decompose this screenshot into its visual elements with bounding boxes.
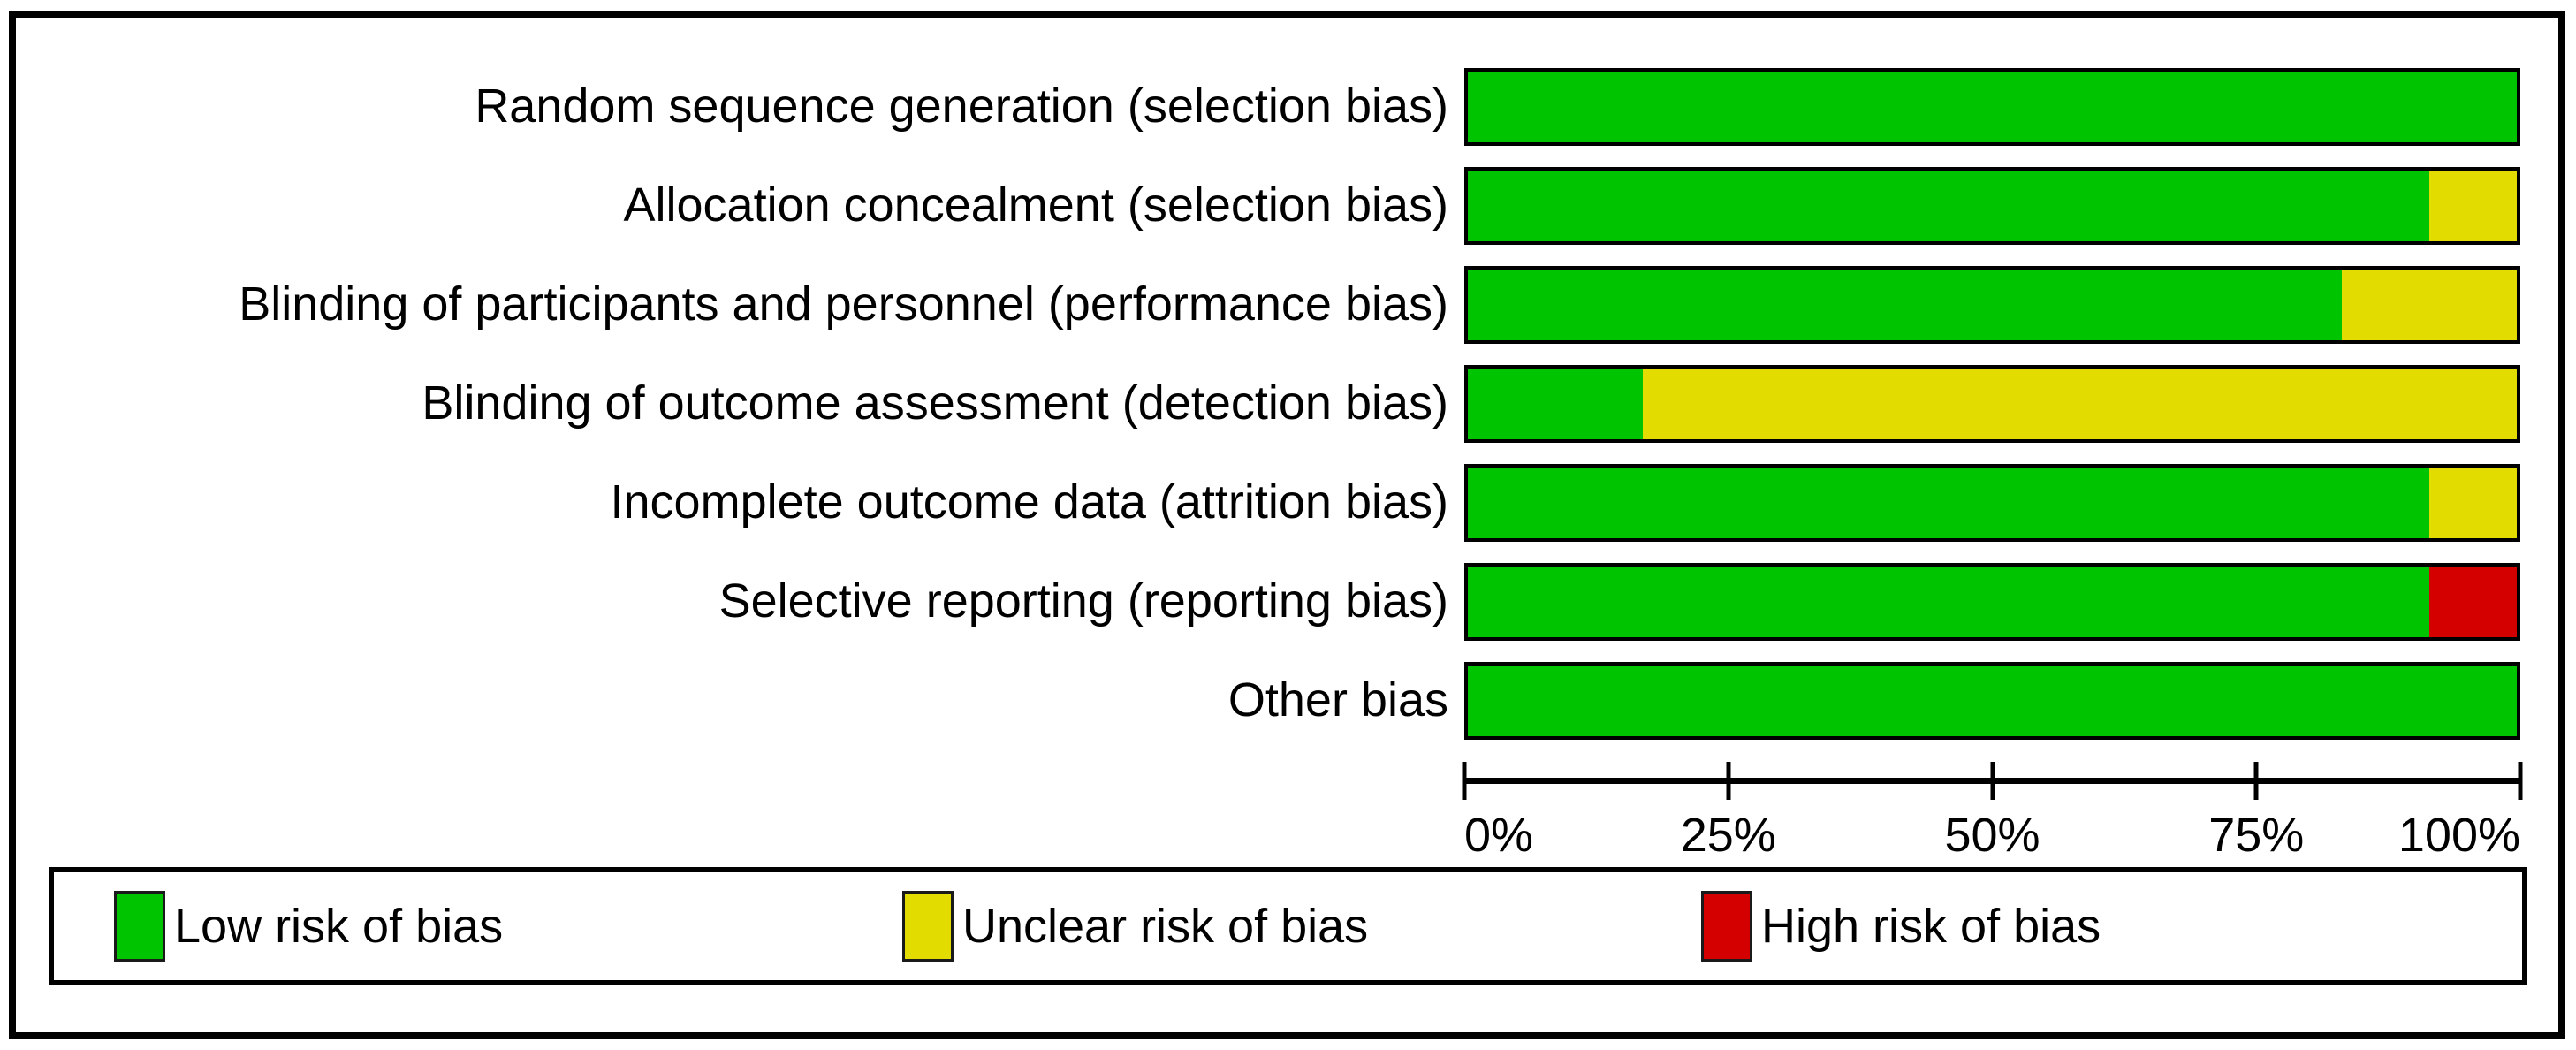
bar-segment-high [2429, 567, 2517, 637]
axis-tick-mark [1726, 762, 1731, 800]
chart-rows: Random sequence generation (selection bi… [16, 57, 2558, 750]
legend-swatch-unclear [902, 891, 954, 962]
bar-segment-low [1468, 369, 1644, 439]
bar-segment-unclear [2429, 468, 2517, 538]
axis-tick-mark [2253, 762, 2259, 800]
legend-item-label: High risk of bias [1761, 900, 2101, 953]
axis-tick-mark [1990, 762, 1995, 800]
row-label: Allocation concealment (selection bias) [623, 179, 1448, 232]
axis-tick-label: 0% [1464, 809, 1534, 862]
stacked-bar [1464, 266, 2520, 344]
row-label: Selective reporting (reporting bias) [718, 574, 1448, 628]
stacked-bar [1464, 167, 2520, 245]
bar-segment-unclear [1643, 369, 2517, 439]
bar-segment-low [1468, 567, 2430, 637]
legend-item-high: High risk of bias [1701, 872, 2101, 980]
row-label: Other bias [1227, 673, 1448, 727]
axis-tick-label: 50% [1944, 809, 2040, 862]
stacked-bar [1464, 365, 2520, 443]
legend-item-label: Unclear risk of bias [962, 900, 1369, 953]
axis-tick-mark [2518, 762, 2523, 800]
axis-tick-mark [1462, 762, 1467, 800]
legend-item-unclear: Unclear risk of bias [902, 872, 1368, 980]
axis-tick-label: 75% [2208, 809, 2305, 862]
legend-item-label: Low risk of bias [174, 900, 504, 953]
row-label: Random sequence generation (selection bi… [475, 80, 1448, 133]
row-label: Incomplete outcome data (attrition bias) [610, 476, 1448, 529]
chart-frame: Random sequence generation (selection bi… [9, 11, 2565, 1039]
bar-segment-low [1468, 72, 2517, 142]
axis-tick-label: 100% [2397, 809, 2520, 862]
stacked-bar [1464, 662, 2520, 740]
legend-swatch-high [1701, 891, 1752, 962]
chart-row: Selective reporting (reporting bias) [16, 552, 2558, 651]
row-label: Blinding of participants and personnel (… [239, 278, 1448, 331]
chart-row: Random sequence generation (selection bi… [16, 57, 2558, 156]
legend-swatch-low [114, 891, 165, 962]
chart-row: Blinding of outcome assessment (detectio… [16, 354, 2558, 453]
legend-item-low: Low risk of bias [114, 872, 503, 980]
stacked-bar [1464, 464, 2520, 542]
x-axis: 0% 25% 50% 75% 100% [1462, 762, 2523, 894]
bar-segment-unclear [2429, 171, 2517, 241]
stacked-bar [1464, 68, 2520, 146]
stacked-bar [1464, 563, 2520, 641]
legend: Low risk of bias Unclear risk of bias High… [49, 867, 2527, 985]
bar-segment-unclear [2341, 270, 2517, 340]
bar-segment-low [1468, 171, 2430, 241]
chart-row: Allocation concealment (selection bias) [16, 156, 2558, 255]
axis-tick-label: 25% [1680, 809, 1776, 862]
chart-row: Other bias [16, 651, 2558, 750]
chart-row: Incomplete outcome data (attrition bias) [16, 453, 2558, 552]
bar-segment-low [1468, 666, 2517, 736]
bar-segment-low [1468, 468, 2430, 538]
chart-row: Blinding of participants and personnel (… [16, 255, 2558, 354]
bar-segment-low [1468, 270, 2342, 340]
row-label: Blinding of outcome assessment (detectio… [422, 377, 1448, 430]
